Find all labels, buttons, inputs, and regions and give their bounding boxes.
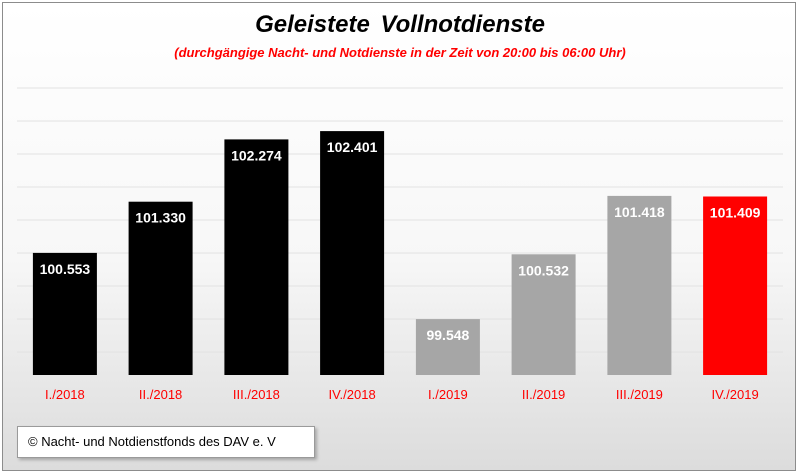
data-label: 100.532 [518, 262, 569, 278]
category-label: III./2018 [233, 387, 280, 402]
bar-chart: 100.553 I./2018 101.330 II./2018 102.274 III.… [17, 87, 783, 402]
bar-II./2019 [511, 254, 576, 375]
category-label: III./2019 [616, 387, 663, 402]
data-label: 101.418 [614, 204, 665, 220]
chart-subtitle: (durchgängige Nacht- und Notdienste in d… [174, 45, 626, 60]
data-label: 99.548 [426, 327, 469, 343]
data-label: 101.330 [135, 210, 186, 226]
bar-IV./2019 [703, 196, 768, 375]
chart-title: Geleistete Vollnotdienste [255, 11, 545, 38]
data-label: 102.274 [231, 147, 282, 163]
bar-IV./2018 [320, 131, 385, 375]
bar-III./2019 [607, 195, 672, 375]
bar-I./2019 [415, 319, 480, 375]
data-label: 100.553 [40, 261, 91, 277]
data-label: 102.401 [327, 139, 378, 155]
category-label: II./2019 [522, 387, 565, 402]
bar-I./2018 [32, 252, 97, 375]
category-label: I./2018 [45, 387, 85, 402]
source-note: © Nacht- und Notdienstfonds des DAV e. V [17, 426, 315, 458]
bar-III./2018 [224, 139, 289, 375]
chart-panel: Geleistete Vollnotdienste (durchgängige … [2, 2, 796, 471]
category-label: II./2018 [139, 387, 182, 402]
data-label: 101.409 [710, 205, 761, 221]
category-label: I./2019 [428, 387, 468, 402]
category-label: IV./2018 [328, 387, 375, 402]
bar-II./2018 [128, 201, 193, 375]
category-label: IV./2019 [711, 387, 758, 402]
